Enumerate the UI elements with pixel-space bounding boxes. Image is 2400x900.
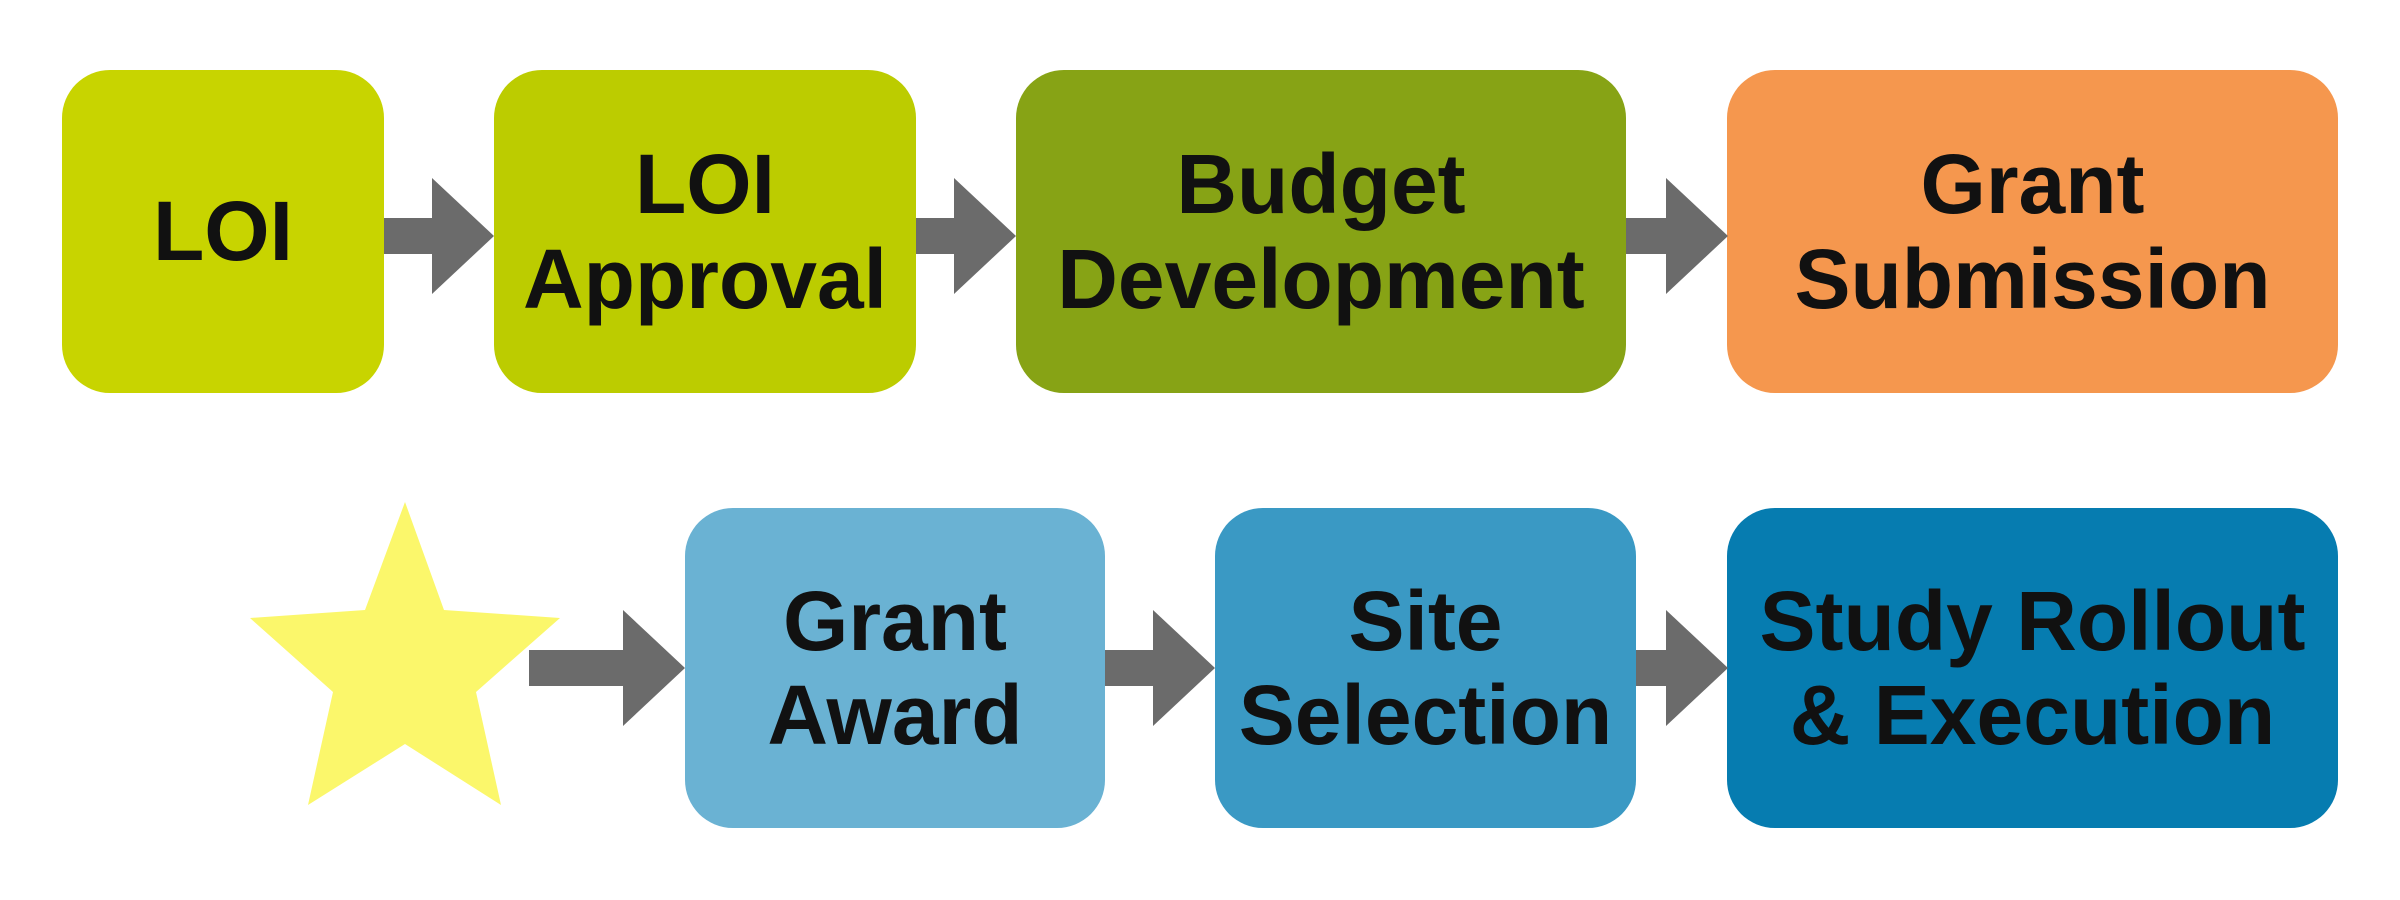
box-budget-development-line-1: Budget bbox=[1176, 137, 1466, 232]
arrow-svg bbox=[1105, 610, 1215, 726]
box-budget-development-line-2: Development bbox=[1057, 231, 1585, 326]
box-loi-approval: LOI Approval bbox=[494, 70, 916, 393]
box-study-rollout: Study Rollout & Execution bbox=[1727, 508, 2338, 828]
arrow-svg bbox=[1636, 610, 1728, 726]
arrow-right-icon bbox=[529, 610, 687, 726]
box-loi-approval-line-1: LOI bbox=[635, 137, 775, 232]
arrow-svg bbox=[916, 178, 1016, 294]
box-study-rollout-line-2: & Execution bbox=[1789, 668, 2276, 762]
box-grant-submission-line-2: Submission bbox=[1794, 231, 2271, 326]
box-grant-award-line-1: Grant bbox=[782, 573, 1008, 668]
box-loi-approval-line-2: Approval bbox=[522, 231, 888, 326]
box-grant-award-line-2: Award bbox=[767, 668, 1023, 762]
arrow-right-icon bbox=[1626, 178, 1729, 294]
box-grant-submission: Grant Submission bbox=[1727, 70, 2338, 393]
box-grant-award: Grant Award bbox=[685, 508, 1105, 828]
arrow-right-icon bbox=[384, 178, 496, 294]
box-site-selection-line-1: Site bbox=[1348, 573, 1503, 668]
box-study-rollout-line-1: Study Rollout bbox=[1759, 573, 2306, 668]
box-loi-line-1: LOI bbox=[153, 184, 293, 279]
box-loi: LOI bbox=[62, 70, 384, 393]
box-site-selection-line-2: Selection bbox=[1238, 668, 1613, 762]
arrow-svg bbox=[1626, 178, 1728, 294]
box-grant-submission-line-1: Grant bbox=[1920, 137, 2145, 232]
star-svg bbox=[250, 502, 560, 805]
arrow-right-icon bbox=[1105, 610, 1217, 726]
box-site-selection: Site Selection bbox=[1215, 508, 1636, 828]
star-icon bbox=[248, 500, 562, 815]
arrow-right-icon bbox=[1636, 610, 1729, 726]
arrow-svg bbox=[529, 610, 685, 726]
arrow-svg bbox=[384, 178, 494, 294]
box-budget-development: Budget Development bbox=[1016, 70, 1626, 393]
arrow-right-icon bbox=[916, 178, 1018, 294]
